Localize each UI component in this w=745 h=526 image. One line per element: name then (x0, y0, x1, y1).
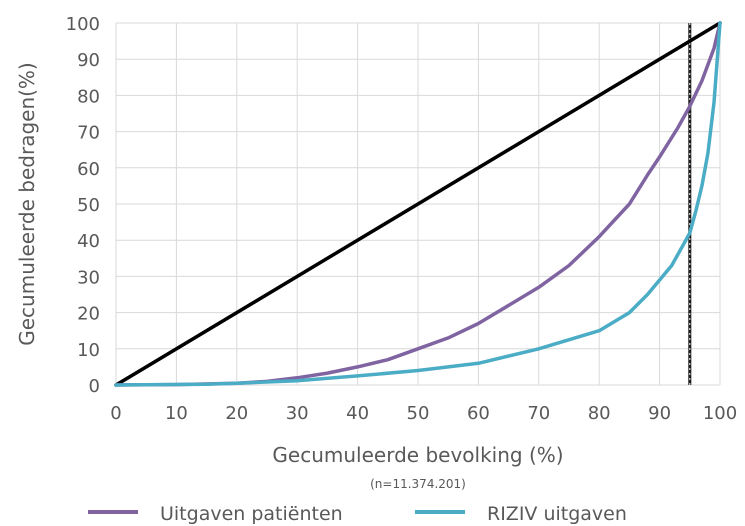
y-tick-label-2: 20 (77, 304, 100, 325)
series-line-2 (114, 21, 722, 387)
y-tick-label-10: 100 (66, 14, 100, 35)
y-tick-label-0: 0 (89, 376, 100, 397)
y-tick-label-1: 10 (77, 340, 100, 361)
x-tick-label-4: 40 (346, 403, 369, 424)
series-group (114, 21, 722, 387)
y-tick-label-4: 40 (77, 231, 100, 252)
y-tick-label-3: 30 (77, 267, 100, 288)
legend: Uitgaven patiënten RIZIV uitgaven (88, 503, 627, 525)
y-tick-label-8: 80 (77, 86, 100, 107)
x-axis-label: Gecumuleerde bevolking (%) (272, 443, 563, 467)
x-tick-label-9: 90 (648, 403, 671, 424)
x-tick-label-5: 50 (407, 403, 430, 424)
x-axis-note: (n=11.374.201) (370, 477, 466, 491)
x-tick-label-7: 70 (527, 403, 550, 424)
legend-label-0: Uitgaven patiënten (160, 503, 343, 525)
legend-label-1: RIZIV uitgaven (487, 503, 627, 525)
series-line-1 (114, 21, 722, 387)
y-tick-label-7: 70 (77, 123, 100, 144)
y-tick-label-6: 60 (77, 159, 100, 180)
y-tick-label-9: 90 (77, 50, 100, 71)
x-tick-labels: 0 10 20 30 40 50 60 70 80 90 100 (110, 403, 737, 424)
y-tick-labels: 0 10 20 30 40 50 60 70 80 90 100 (66, 14, 100, 397)
x-tick-label-8: 80 (588, 403, 611, 424)
x-tick-label-0: 0 (110, 403, 121, 424)
x-tick-label-2: 20 (225, 403, 248, 424)
x-tick-label-10: 100 (703, 403, 737, 424)
series-line-0 (114, 21, 722, 387)
x-tick-label-6: 60 (467, 403, 490, 424)
y-tick-label-5: 50 (77, 195, 100, 216)
x-tick-label-1: 10 (165, 403, 188, 424)
y-axis-label: Gecumuleerde bedragen(%) (15, 62, 39, 346)
x-tick-label-3: 30 (286, 403, 309, 424)
